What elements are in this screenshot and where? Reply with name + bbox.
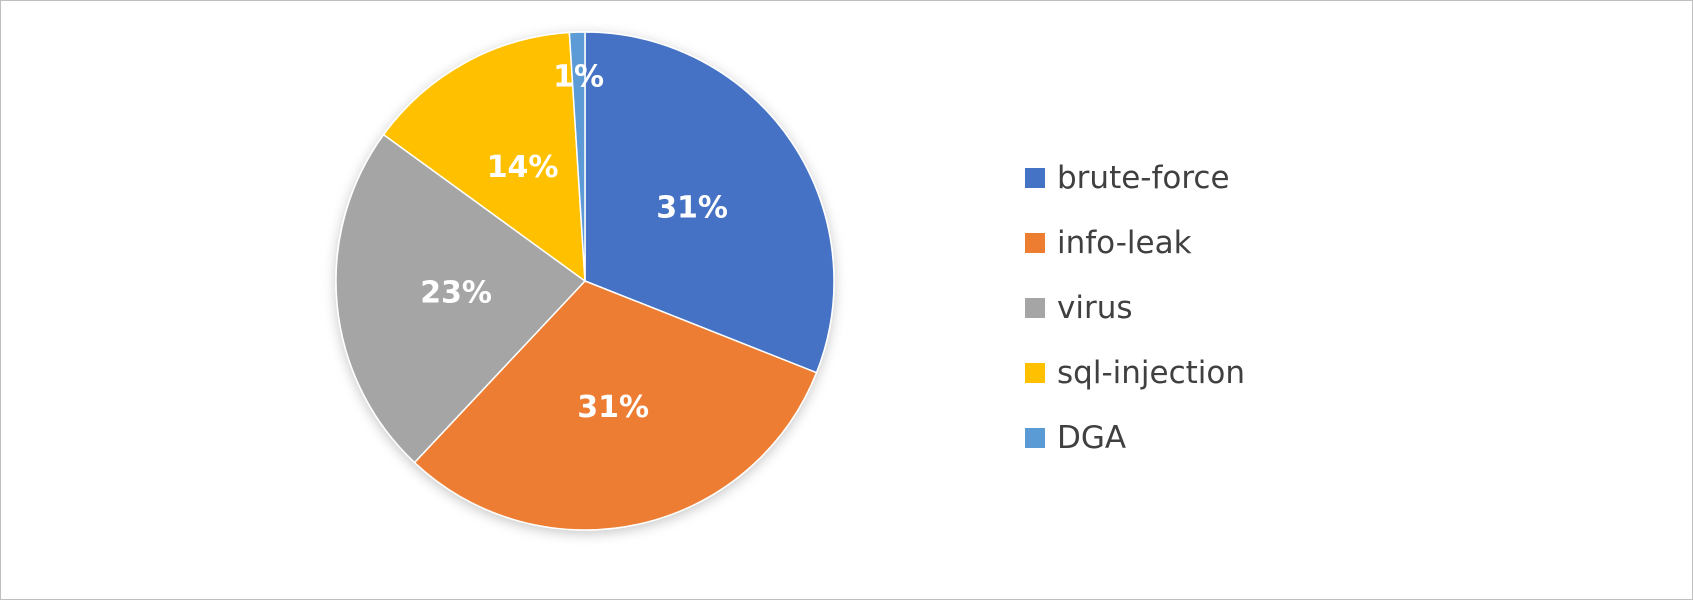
pie-slice-info-leak <box>413 280 818 531</box>
legend-label: DGA <box>1057 419 1127 456</box>
legend-swatch <box>1025 427 1045 448</box>
legend-item-virus: virus <box>1025 275 1245 340</box>
legend: brute-force info-leak virus sql-injection DG… <box>1025 145 1245 470</box>
pie-slice-DGA <box>568 31 586 282</box>
legend-swatch <box>1025 362 1045 383</box>
legend-label: info-leak <box>1057 224 1192 261</box>
slice-label-info-leak: 31% <box>577 390 649 425</box>
legend-swatch <box>1025 297 1045 318</box>
legend-item-brute-force: brute-force <box>1025 145 1245 210</box>
legend-swatch <box>1025 167 1045 188</box>
legend-label: sql-injection <box>1057 354 1245 391</box>
legend-label: virus <box>1057 289 1133 326</box>
legend-item-info-leak: info-leak <box>1025 210 1245 275</box>
pie-slice-sql-injection <box>382 31 586 283</box>
pie-slice-virus <box>335 133 587 464</box>
slice-label-brute-force: 31% <box>656 191 728 226</box>
slice-label-DGA: 1% <box>553 59 604 94</box>
pie-slices <box>335 31 835 531</box>
legend-swatch <box>1025 232 1045 253</box>
legend-item-DGA: DGA <box>1025 405 1245 470</box>
legend-item-sql-injection: sql-injection <box>1025 340 1245 405</box>
pie-slice-brute-force <box>584 31 835 374</box>
pie-slice-labels: 31% 31% 23% 14% 1% <box>420 59 728 425</box>
legend-label: brute-force <box>1057 159 1230 196</box>
slice-label-sql-injection: 14% <box>487 150 559 185</box>
slice-label-virus: 23% <box>420 276 492 311</box>
